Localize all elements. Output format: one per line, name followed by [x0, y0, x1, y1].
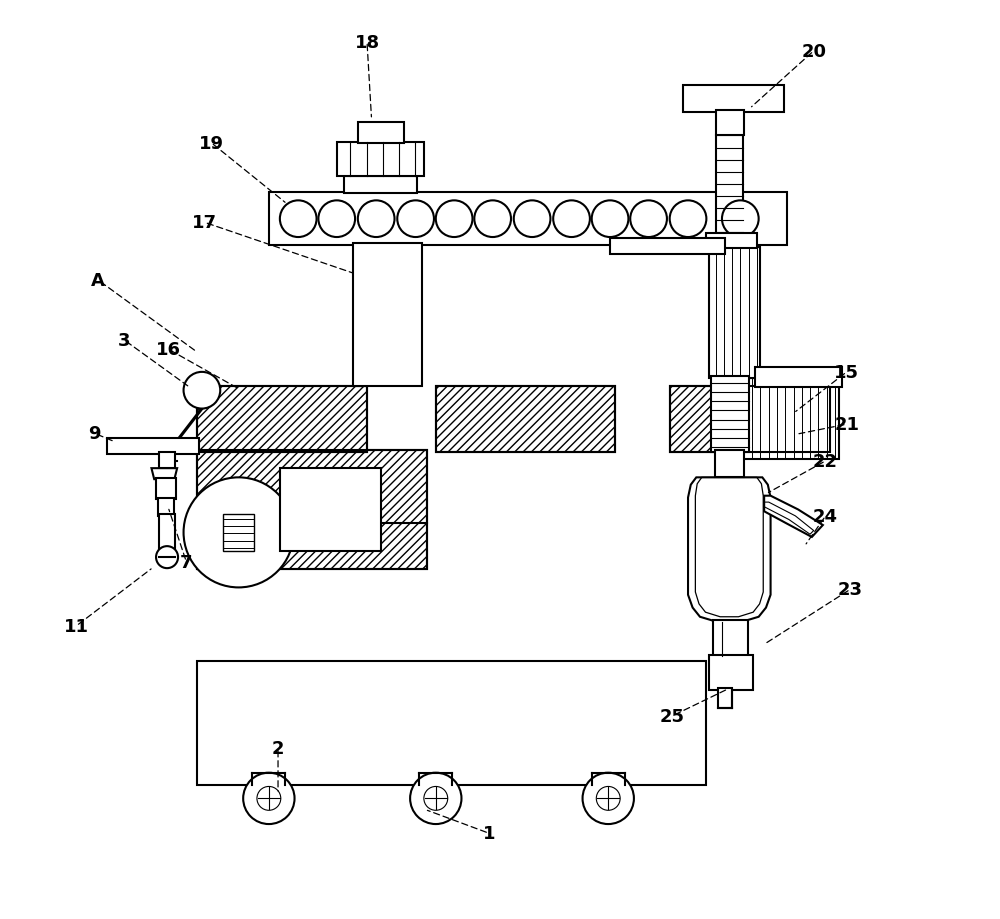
Bar	[670, 386, 830, 452]
Circle shape	[184, 478, 294, 588]
Circle shape	[670, 201, 706, 238]
Bar	[159, 452, 175, 469]
Text: 1: 1	[483, 824, 495, 843]
Text: 3: 3	[118, 332, 130, 349]
Text: A: A	[91, 272, 105, 289]
Bar	[156, 479, 176, 500]
Polygon shape	[764, 496, 823, 538]
Text: 19: 19	[199, 134, 224, 153]
Circle shape	[397, 201, 434, 238]
Circle shape	[318, 201, 355, 238]
Bar	[715, 450, 744, 478]
Bar	[358, 123, 404, 143]
Circle shape	[583, 773, 634, 824]
Text: 2: 2	[272, 739, 284, 757]
Text: 11: 11	[64, 618, 89, 635]
Bar	[159, 515, 175, 556]
Circle shape	[514, 201, 550, 238]
Circle shape	[156, 547, 178, 569]
Bar	[670, 386, 830, 452]
Circle shape	[424, 787, 448, 811]
Circle shape	[243, 773, 295, 824]
Text: 23: 23	[838, 581, 863, 598]
Text: 7: 7	[180, 553, 193, 571]
Text: 9: 9	[88, 425, 101, 443]
Bar	[716, 136, 743, 235]
Bar	[711, 377, 749, 452]
Circle shape	[410, 773, 461, 824]
Circle shape	[257, 787, 281, 811]
Circle shape	[184, 372, 220, 409]
Bar	[436, 386, 615, 452]
Text: 24: 24	[813, 507, 838, 526]
Bar	[709, 248, 760, 379]
Circle shape	[596, 787, 620, 811]
Circle shape	[436, 201, 472, 238]
Polygon shape	[688, 478, 771, 622]
Circle shape	[280, 201, 317, 238]
Bar	[610, 239, 725, 255]
Text: 17: 17	[192, 214, 217, 233]
Circle shape	[722, 201, 759, 238]
Bar	[197, 450, 427, 570]
Text: 20: 20	[801, 43, 826, 61]
Circle shape	[474, 201, 511, 238]
Text: 18: 18	[354, 34, 380, 51]
Bar	[197, 386, 367, 452]
Circle shape	[592, 201, 628, 238]
Bar	[197, 661, 706, 785]
Bar	[197, 386, 367, 452]
Polygon shape	[151, 469, 177, 480]
Text: 16: 16	[155, 341, 180, 358]
Bar	[344, 177, 417, 194]
Circle shape	[553, 201, 590, 238]
Text: 21: 21	[834, 415, 859, 434]
Text: 25: 25	[660, 707, 685, 725]
Bar	[280, 469, 381, 551]
Bar	[706, 234, 757, 249]
Bar	[107, 438, 199, 455]
Bar	[158, 498, 174, 516]
Bar	[197, 450, 427, 570]
Bar	[718, 688, 732, 709]
Bar	[683, 85, 784, 113]
Bar	[269, 193, 787, 246]
Bar	[713, 619, 748, 656]
Bar	[709, 655, 753, 690]
Circle shape	[630, 201, 667, 238]
Bar	[223, 515, 254, 551]
Text: 15: 15	[834, 364, 859, 381]
Circle shape	[358, 201, 395, 238]
Bar	[720, 379, 839, 460]
Bar	[436, 386, 615, 452]
Bar	[337, 142, 424, 177]
Bar	[353, 244, 422, 386]
Bar	[716, 110, 744, 136]
Bar	[755, 368, 842, 388]
Text: 22: 22	[813, 452, 838, 471]
